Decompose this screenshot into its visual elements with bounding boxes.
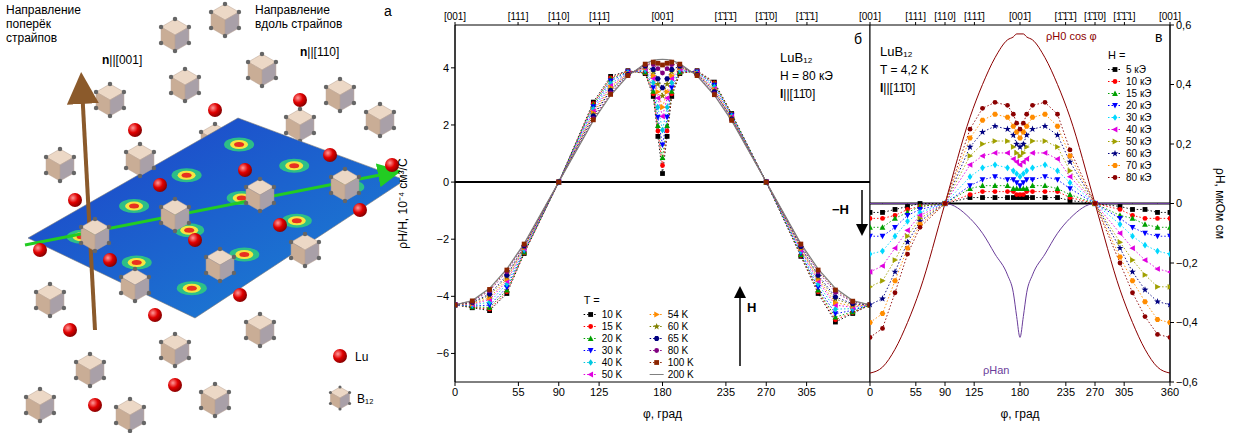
- svg-text:ρH/H, 10⁻⁴ см³/С: ρH/H, 10⁻⁴ см³/С: [396, 158, 410, 249]
- svg-text:[1̄1̄0]: [1̄1̄0]: [755, 11, 777, 22]
- svg-text:[110]: [110]: [934, 11, 956, 22]
- svg-text:20 K: 20 K: [602, 333, 623, 344]
- svg-text:0,2: 0,2: [1176, 138, 1191, 150]
- svg-text:−0,4: −0,4: [1176, 316, 1198, 328]
- svg-text:[1̄1̄1̄]: [1̄1̄1̄]: [1054, 11, 1076, 22]
- svg-text:φ, град: φ, град: [1000, 407, 1039, 421]
- svg-text:90: 90: [939, 386, 951, 398]
- svg-text:235: 235: [717, 386, 735, 398]
- svg-text:−6: −6: [436, 347, 449, 359]
- svg-text:[001̄]: [001̄]: [651, 11, 673, 22]
- svg-text:55: 55: [512, 386, 524, 398]
- svg-text:200 K: 200 K: [668, 369, 694, 380]
- svg-text:60 K: 60 K: [668, 321, 689, 332]
- svg-text:54 K: 54 K: [668, 309, 689, 320]
- svg-text:235: 235: [1057, 386, 1075, 398]
- svg-text:0: 0: [867, 386, 873, 398]
- svg-text:[111]: [111]: [905, 11, 926, 22]
- svg-text:ρH0 cos φ: ρH0 cos φ: [1046, 30, 1097, 42]
- svg-text:10 кЭ: 10 кЭ: [1126, 76, 1151, 87]
- svg-text:I||[11̄0]: I||[11̄0]: [880, 81, 915, 95]
- svg-text:70 кЭ: 70 кЭ: [1126, 160, 1151, 171]
- svg-text:50 кЭ: 50 кЭ: [1126, 136, 1151, 147]
- svg-text:−4: −4: [436, 290, 449, 302]
- svg-text:[1̄1̄1]: [1̄1̄1]: [1113, 11, 1135, 22]
- svg-text:125: 125: [965, 386, 983, 398]
- svg-text:180: 180: [1011, 386, 1029, 398]
- svg-text:15 кЭ: 15 кЭ: [1126, 88, 1151, 99]
- svg-text:−0,6: −0,6: [1176, 376, 1198, 388]
- svg-text:B₁₂: B₁₂: [357, 392, 374, 406]
- svg-text:65 K: 65 K: [668, 333, 689, 344]
- svg-text:10 K: 10 K: [602, 309, 623, 320]
- svg-text:[001]: [001]: [1158, 11, 1182, 22]
- svg-text:5 кЭ: 5 кЭ: [1126, 64, 1146, 75]
- svg-text:[110]: [110]: [548, 11, 570, 22]
- svg-text:360: 360: [1160, 385, 1180, 398]
- svg-text:60 кЭ: 60 кЭ: [1126, 148, 1151, 159]
- svg-text:n||[001]: n||[001]: [102, 53, 142, 67]
- svg-text:[1̄1̄1̄]: [1̄1̄1̄]: [714, 11, 736, 22]
- svg-text:вдоль страйпов: вдоль страйпов: [255, 17, 342, 31]
- svg-text:Направление: Направление: [6, 3, 81, 17]
- svg-text:0,6: 0,6: [1176, 19, 1191, 31]
- svg-text:30 K: 30 K: [602, 345, 623, 356]
- svg-text:ρH, мкОм см: ρH, мкОм см: [1213, 168, 1227, 239]
- svg-text:[1̄1̄1]: [1̄1̄1]: [796, 11, 818, 22]
- svg-text:[111]: [111]: [508, 11, 529, 22]
- svg-text:40 K: 40 K: [602, 357, 623, 368]
- svg-text:[001]: [001]: [859, 11, 881, 22]
- svg-text:100 K: 100 K: [668, 357, 694, 368]
- svg-text:305: 305: [797, 386, 815, 398]
- svg-text:−0,2: −0,2: [1176, 257, 1198, 269]
- svg-text:270: 270: [757, 386, 775, 398]
- svg-text:0,4: 0,4: [1176, 78, 1191, 90]
- svg-text:n||[110]: n||[110]: [300, 45, 339, 59]
- svg-text:270: 270: [1086, 386, 1104, 398]
- svg-text:H = 80 кЭ: H = 80 кЭ: [780, 69, 833, 83]
- svg-text:0: 0: [1176, 197, 1182, 209]
- svg-text:[111̄]: [111̄]: [964, 11, 985, 22]
- svg-text:Направление: Направление: [255, 3, 330, 17]
- svg-text:[1̄1̄0]: [1̄1̄0]: [1084, 11, 1106, 22]
- svg-text:[111̄]: [111̄]: [589, 11, 610, 22]
- svg-text:50 K: 50 K: [602, 369, 623, 380]
- svg-text:180: 180: [653, 386, 671, 398]
- svg-text:−2: −2: [436, 233, 449, 245]
- svg-text:а: а: [384, 3, 392, 19]
- svg-text:125: 125: [590, 386, 608, 398]
- svg-text:0: 0: [443, 176, 449, 188]
- svg-text:Lu: Lu: [355, 350, 368, 364]
- svg-text:4: 4: [443, 62, 449, 74]
- svg-text:φ, град: φ, град: [643, 407, 682, 421]
- svg-text:H: H: [747, 300, 756, 315]
- svg-text:LuB₁₂: LuB₁₂: [780, 50, 813, 65]
- svg-text:90: 90: [553, 386, 565, 398]
- svg-text:−H: −H: [832, 202, 849, 217]
- svg-text:б: б: [854, 31, 862, 47]
- svg-text:40 кЭ: 40 кЭ: [1126, 124, 1151, 135]
- svg-text:LuB₁₂: LuB₁₂: [880, 44, 913, 59]
- svg-text:30 кЭ: 30 кЭ: [1126, 112, 1151, 123]
- svg-text:[001̄]: [001̄]: [1009, 11, 1031, 22]
- svg-text:55: 55: [910, 386, 922, 398]
- svg-text:поперёк: поперёк: [6, 17, 52, 31]
- svg-text:80 кЭ: 80 кЭ: [1126, 172, 1151, 183]
- svg-text:T = 4,2 K: T = 4,2 K: [880, 63, 929, 77]
- svg-text:2: 2: [443, 119, 449, 131]
- svg-text:страйпов: страйпов: [6, 31, 57, 45]
- svg-text:20 кЭ: 20 кЭ: [1126, 100, 1151, 111]
- svg-text:I||[11̄0]: I||[11̄0]: [780, 87, 815, 101]
- svg-text:[001]: [001]: [444, 11, 466, 22]
- svg-text:305: 305: [1115, 386, 1133, 398]
- svg-text:15 K: 15 K: [602, 321, 623, 332]
- svg-text:ρHan: ρHan: [983, 364, 1009, 376]
- svg-text:в: в: [1155, 29, 1162, 45]
- svg-text:H =: H =: [1108, 49, 1125, 61]
- svg-text:0: 0: [452, 386, 458, 398]
- svg-text:T =: T =: [584, 294, 600, 306]
- svg-text:80 K: 80 K: [668, 345, 689, 356]
